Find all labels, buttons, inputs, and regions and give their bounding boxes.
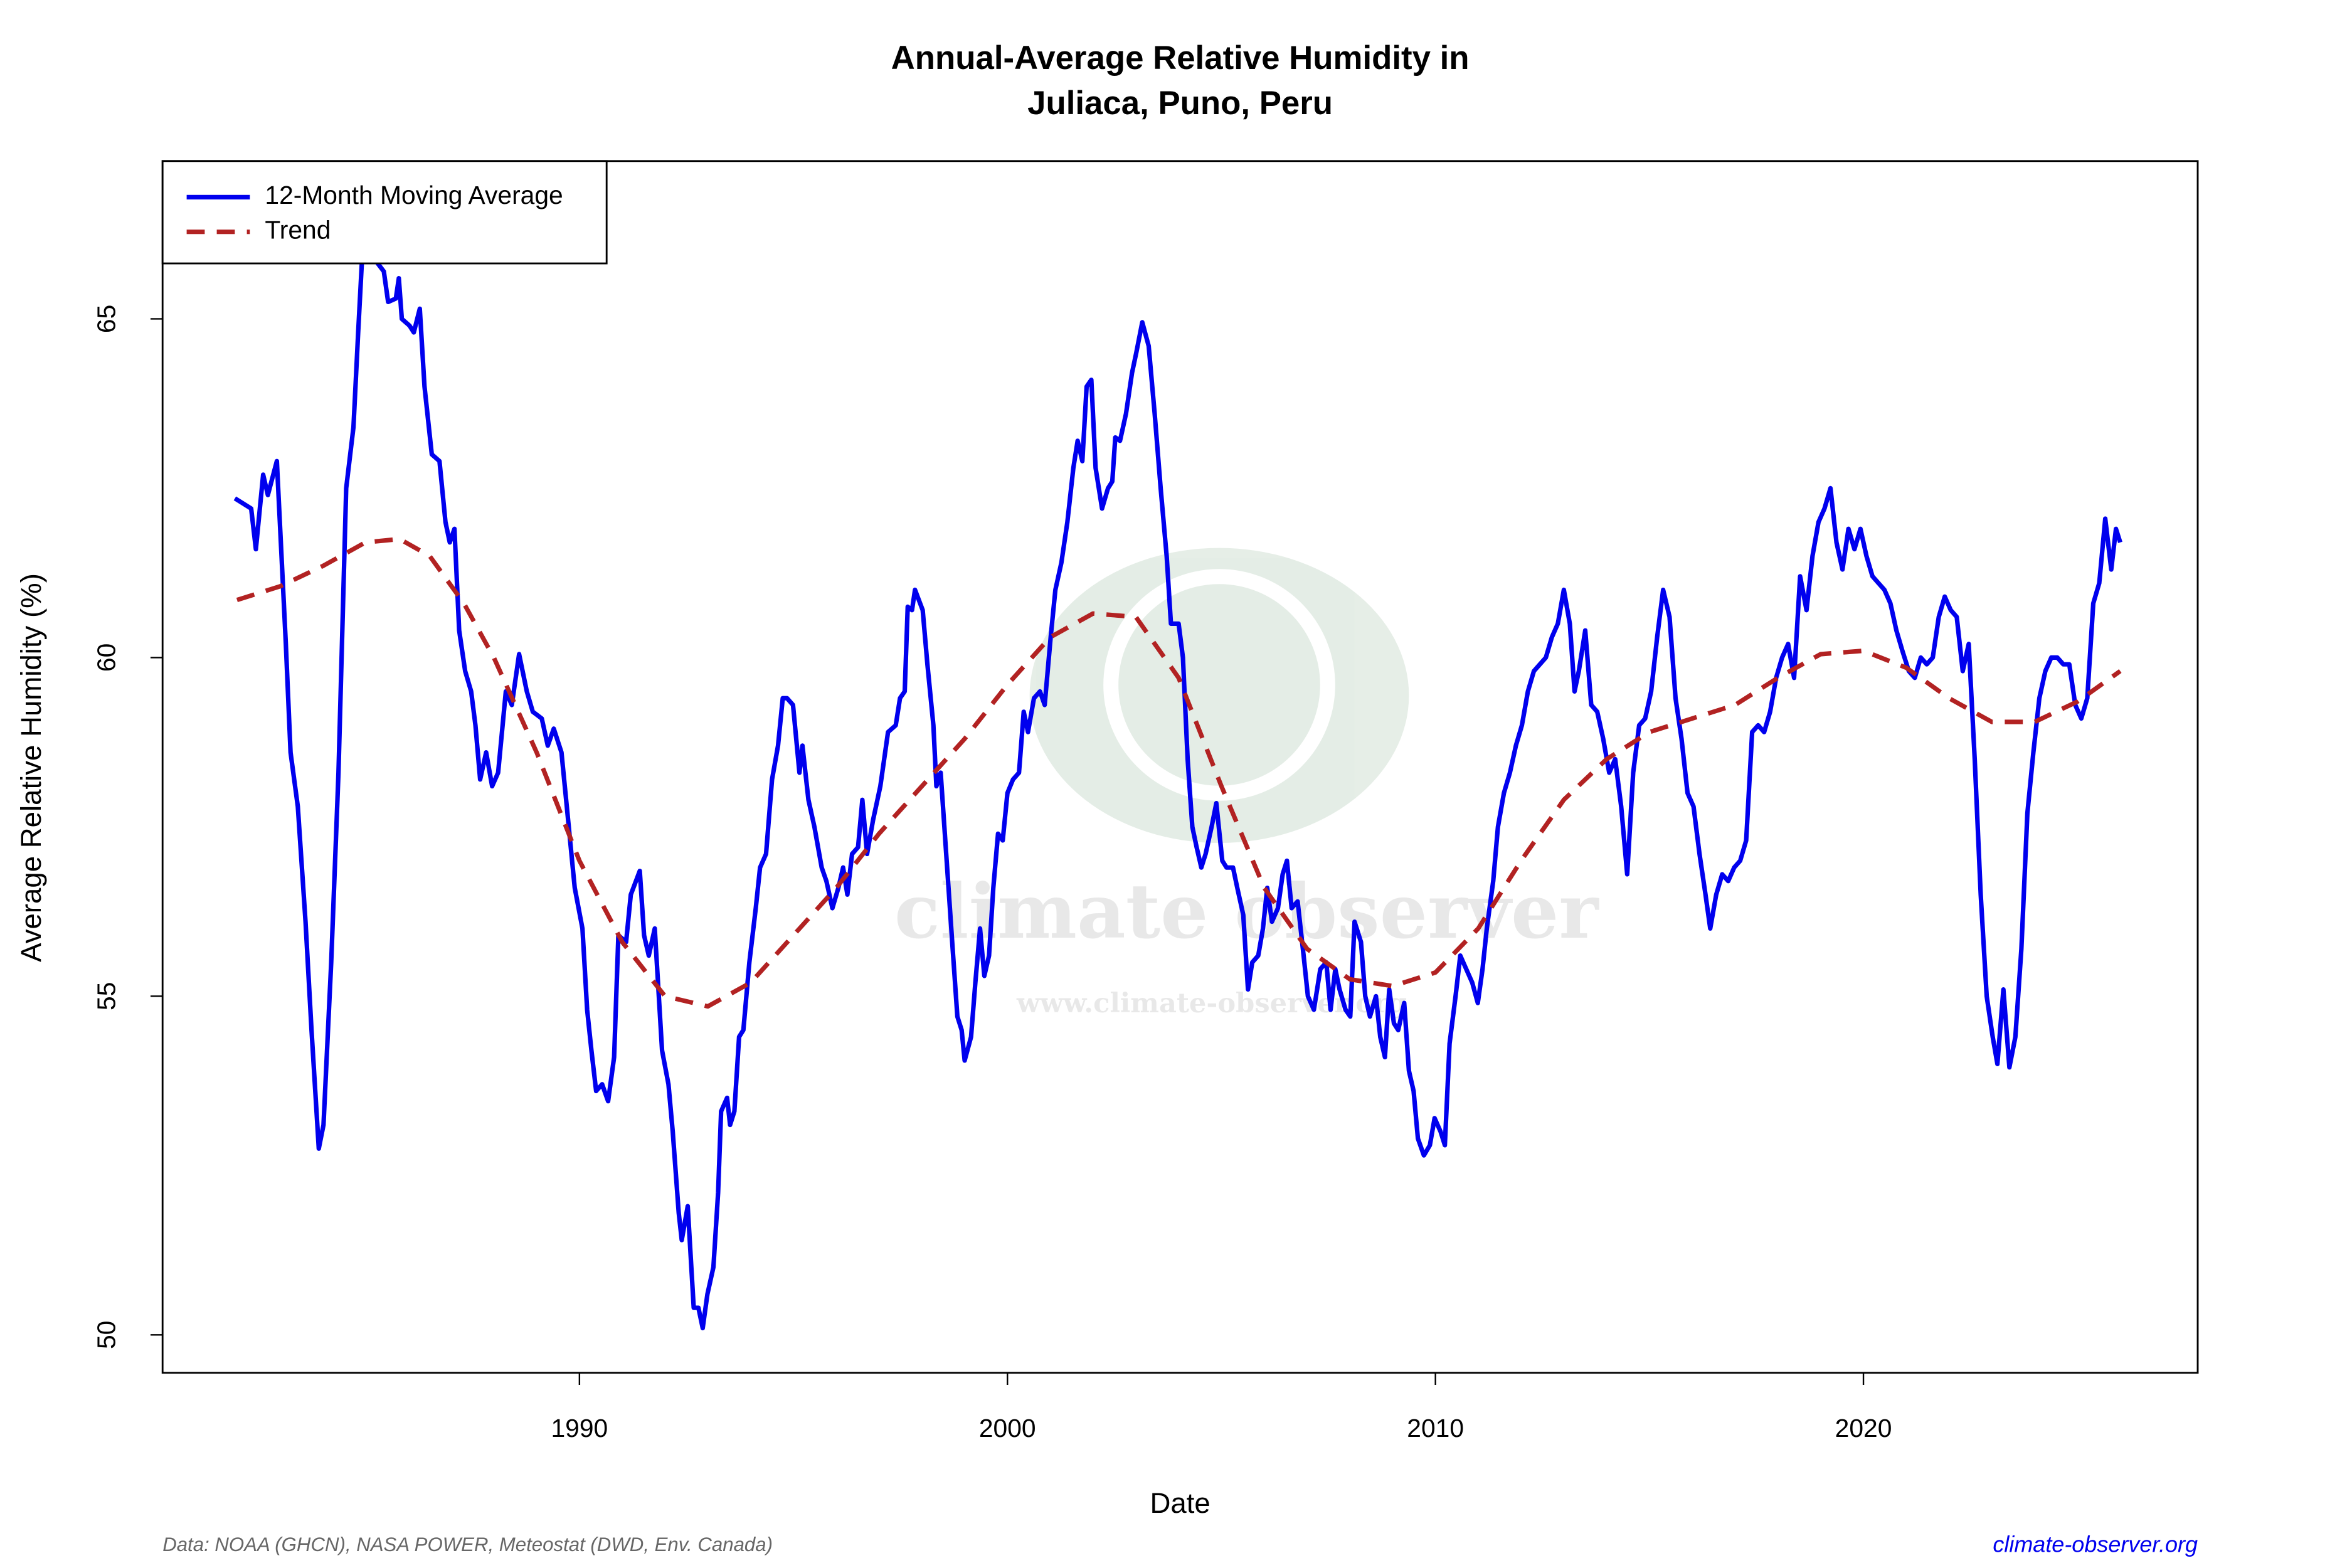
y-axis-label: Average Relative Humidity (%) bbox=[15, 573, 47, 962]
chart-subtitle: Juliaca, Puno, Peru bbox=[1027, 85, 1333, 122]
x-tick-label: 2020 bbox=[1835, 1414, 1892, 1443]
y-tick-label: 50 bbox=[92, 1321, 121, 1349]
series-line bbox=[236, 536, 2122, 1009]
y-tick-label: 55 bbox=[92, 982, 121, 1010]
legend-label: 12-Month Moving Average bbox=[265, 181, 563, 209]
watermark-globe bbox=[1103, 569, 1335, 801]
legend-box bbox=[161, 160, 608, 265]
watermark-logo bbox=[1029, 548, 1409, 843]
y-tick-label: 65 bbox=[92, 305, 121, 333]
y-tick-label: 60 bbox=[92, 644, 121, 672]
source-note: Data: NOAA (GHCN), NASA POWER, Meteostat… bbox=[162, 1534, 773, 1555]
series-line bbox=[233, 248, 2122, 1331]
x-tick-label: 2010 bbox=[1407, 1414, 1464, 1443]
legend-label: Trend bbox=[265, 215, 331, 244]
x-tick-label: 2000 bbox=[979, 1414, 1036, 1443]
plot-frame bbox=[161, 160, 2199, 1374]
x-tick-label: 1990 bbox=[551, 1414, 608, 1443]
site-link[interactable]: climate-observer.org bbox=[1993, 1531, 2198, 1557]
x-axis-label: Date bbox=[1150, 1487, 1210, 1519]
chart-title: Annual-Average Relative Humidity in bbox=[891, 40, 1470, 77]
